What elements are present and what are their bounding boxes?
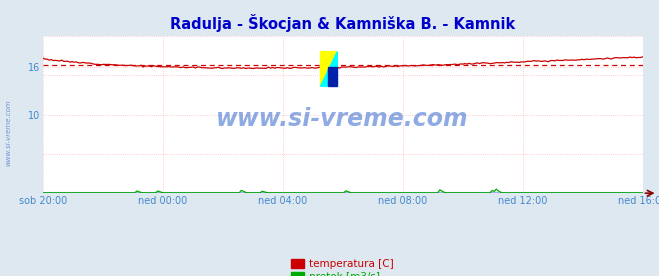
Text: www.si-vreme.com: www.si-vreme.com [5,99,12,166]
Legend: temperatura [C], pretok [m3/s]: temperatura [C], pretok [m3/s] [291,259,394,276]
Polygon shape [320,52,337,86]
Bar [328,67,337,86]
Text: www.si-vreme.com: www.si-vreme.com [216,107,469,131]
Title: Radulja - Škocjan & Kamniška B. - Kamnik: Radulja - Škocjan & Kamniška B. - Kamnik [170,14,515,32]
Polygon shape [320,52,337,86]
